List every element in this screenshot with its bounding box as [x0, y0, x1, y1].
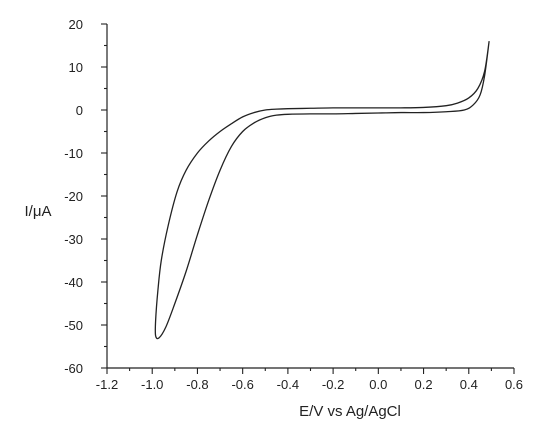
voltammogram-curve [154, 41, 490, 340]
y-axis-ticks: 20 10 0 -10 -20 -30 -40 -50 -60 [64, 17, 107, 376]
x-tick-label: 0.4 [460, 377, 478, 392]
x-axis-ticks: -1.2 -1.0 -0.8 -0.6 -0.4 -0.2 0.0 0.2 0.4 0.6 [96, 368, 523, 392]
y-tick-label: 20 [69, 17, 83, 32]
y-tick-label: -50 [64, 318, 83, 333]
series-group [154, 41, 490, 340]
x-tick-label: 0.2 [415, 377, 433, 392]
y-tick-label: -20 [64, 189, 83, 204]
y-tick-label: -60 [64, 361, 83, 376]
x-tick-label: 0.6 [505, 377, 523, 392]
x-tick-label: -1.0 [141, 377, 163, 392]
y-tick-label: 0 [76, 103, 83, 118]
y-axis-label: I/μA [25, 203, 52, 220]
x-tick-label: 0.0 [369, 377, 387, 392]
y-tick-label: -10 [64, 146, 83, 161]
x-tick-label: -0.6 [231, 377, 253, 392]
x-tick-label: -0.4 [277, 377, 299, 392]
y-tick-label: -40 [64, 275, 83, 290]
y-tick-label: 10 [69, 60, 83, 75]
x-tick-label: -0.2 [322, 377, 344, 392]
x-tick-label: -1.2 [96, 377, 118, 392]
y-tick-label: -30 [64, 232, 83, 247]
x-tick-label: -0.8 [186, 377, 208, 392]
axes [106, 24, 514, 369]
x-axis-label: E/V vs Ag/AgCl [299, 403, 401, 420]
